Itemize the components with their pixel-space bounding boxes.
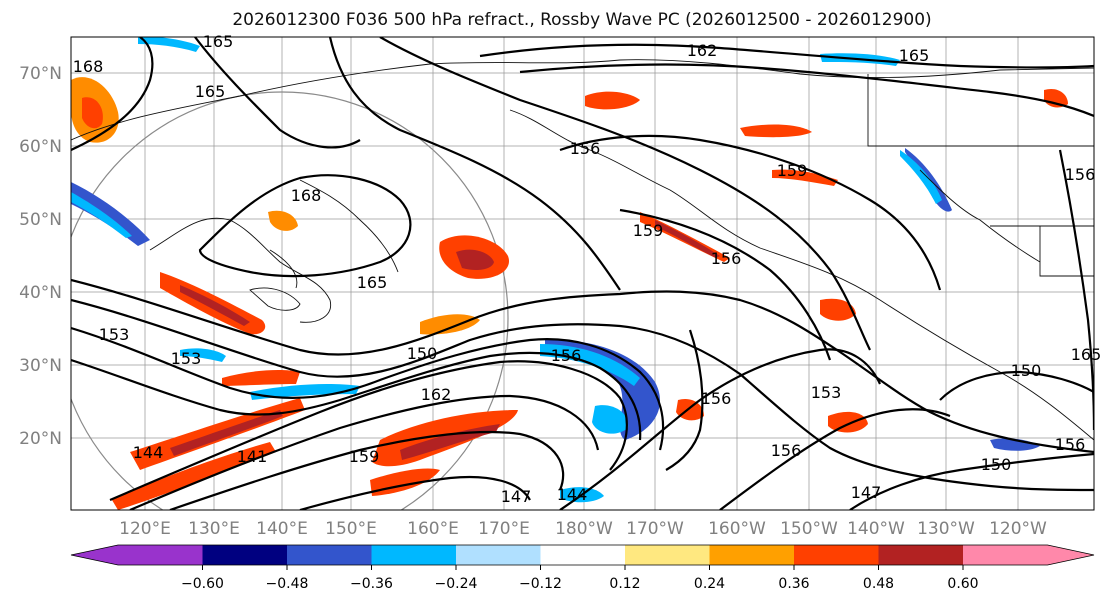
colorbar-segment <box>118 545 203 565</box>
lon-label: 140°W <box>847 519 905 539</box>
contour-label: 162 <box>421 385 452 404</box>
contour-label: 156 <box>551 346 582 365</box>
lat-label: 70°N <box>19 64 62 84</box>
lat-label: 20°N <box>19 429 62 449</box>
contour-label: 153 <box>171 349 202 368</box>
lon-label: 160°E <box>407 519 459 539</box>
contour-label: 156 <box>1065 165 1096 184</box>
contour-label: 141 <box>237 447 268 466</box>
colorbar-outline <box>70 544 1095 566</box>
shaded-anomaly-field <box>71 37 1068 510</box>
contour-label: 156 <box>570 139 601 158</box>
colorbar-segment <box>371 545 456 565</box>
lat-label: 60°N <box>19 137 62 157</box>
contour-label: 156 <box>1055 435 1086 454</box>
colorbar: −0.60 −0.48 −0.36 −0.24 −0.12 0.12 0.24 … <box>70 544 1095 592</box>
colorbar-extend-low <box>71 545 118 565</box>
contour-label: 165 <box>195 82 226 101</box>
latitude-axis: 70°N 60°N 50°N 40°N 30°N 20°N <box>19 64 62 449</box>
colorbar-tick-label: −0.36 <box>350 576 393 592</box>
lon-label: 170°W <box>626 519 684 539</box>
lon-label: 150°E <box>325 519 377 539</box>
lon-label: 180°W <box>555 519 613 539</box>
contour-label: 159 <box>349 447 380 466</box>
lon-label: 120°W <box>989 519 1047 539</box>
colorbar-tick-label: 0.24 <box>694 576 725 592</box>
colorbar-segment <box>456 545 541 565</box>
contour-label: 165 <box>203 32 234 51</box>
lon-label: 170°E <box>478 519 530 539</box>
contour-label: 165 <box>357 273 388 292</box>
coastlines <box>71 59 1094 441</box>
colorbar-tick-label: 0.48 <box>863 576 894 592</box>
lat-label: 40°N <box>19 283 62 303</box>
contour-label: 144 <box>557 485 588 504</box>
colorbar-segment <box>287 545 372 565</box>
colorbar-tick-label: 0.12 <box>609 576 640 592</box>
contour-label: 162 <box>687 41 718 60</box>
contour-label: 159 <box>633 221 664 240</box>
contour-label: 147 <box>851 483 882 502</box>
reference-circle <box>71 91 509 510</box>
longitude-axis: 120°E 130°E 140°E 150°E 160°E 170°E 180°… <box>119 519 1047 539</box>
contour-label: 165 <box>899 46 930 65</box>
contour-label: 150 <box>1011 361 1042 380</box>
colorbar-segment <box>878 545 963 565</box>
colorbar-segment <box>202 545 287 565</box>
height-contours <box>71 37 1094 510</box>
lat-label: 30°N <box>19 356 62 376</box>
contour-label: 159 <box>777 161 808 180</box>
contour-label: 153 <box>99 325 130 344</box>
contour-label: 156 <box>771 441 802 460</box>
colorbar-extend-high <box>1047 545 1094 565</box>
map-frame <box>70 36 1095 511</box>
lon-label: 130°E <box>188 519 240 539</box>
colorbar-tick-label: −0.24 <box>435 576 478 592</box>
colorbar-segment <box>540 545 625 565</box>
contour-label: 153 <box>811 383 842 402</box>
colorbar-tick-label: 0.60 <box>947 576 978 592</box>
contour-label: 144 <box>133 443 164 462</box>
lon-label: 120°E <box>119 519 171 539</box>
colorbar-segment <box>794 545 879 565</box>
contour-label: 147 <box>501 487 532 506</box>
map-panel <box>70 36 1095 511</box>
colorbar-segment <box>963 545 1048 565</box>
colorbar-tick-label: −0.48 <box>266 576 309 592</box>
colorbar-tick-label: −0.12 <box>519 576 562 592</box>
lat-label: 50°N <box>19 210 62 230</box>
contour-label: 168 <box>73 57 104 76</box>
contour-labels: 162 165 168 165 156 159 156 159 156 165 … <box>73 32 1102 506</box>
contour-label: 168 <box>291 186 322 205</box>
contour-label: 156 <box>711 249 742 268</box>
contour-label: 156 <box>701 389 732 408</box>
colorbar-segment <box>625 545 710 565</box>
colorbar-tick-label: −0.60 <box>181 576 224 592</box>
lon-label: 160°W <box>708 519 766 539</box>
colorbar-segment <box>709 545 794 565</box>
map-title: 2026012300 F036 500 hPa refract., Rossby… <box>232 10 931 30</box>
contour-label: 150 <box>407 344 438 363</box>
lon-label: 130°W <box>917 519 975 539</box>
colorbar-tick-label: 0.36 <box>778 576 809 592</box>
contour-label: 150 <box>981 455 1012 474</box>
contour-label: 165 <box>1071 345 1102 364</box>
colorbar-ticks <box>202 565 964 570</box>
lon-label: 140°E <box>256 519 308 539</box>
lon-label: 150°W <box>780 519 838 539</box>
